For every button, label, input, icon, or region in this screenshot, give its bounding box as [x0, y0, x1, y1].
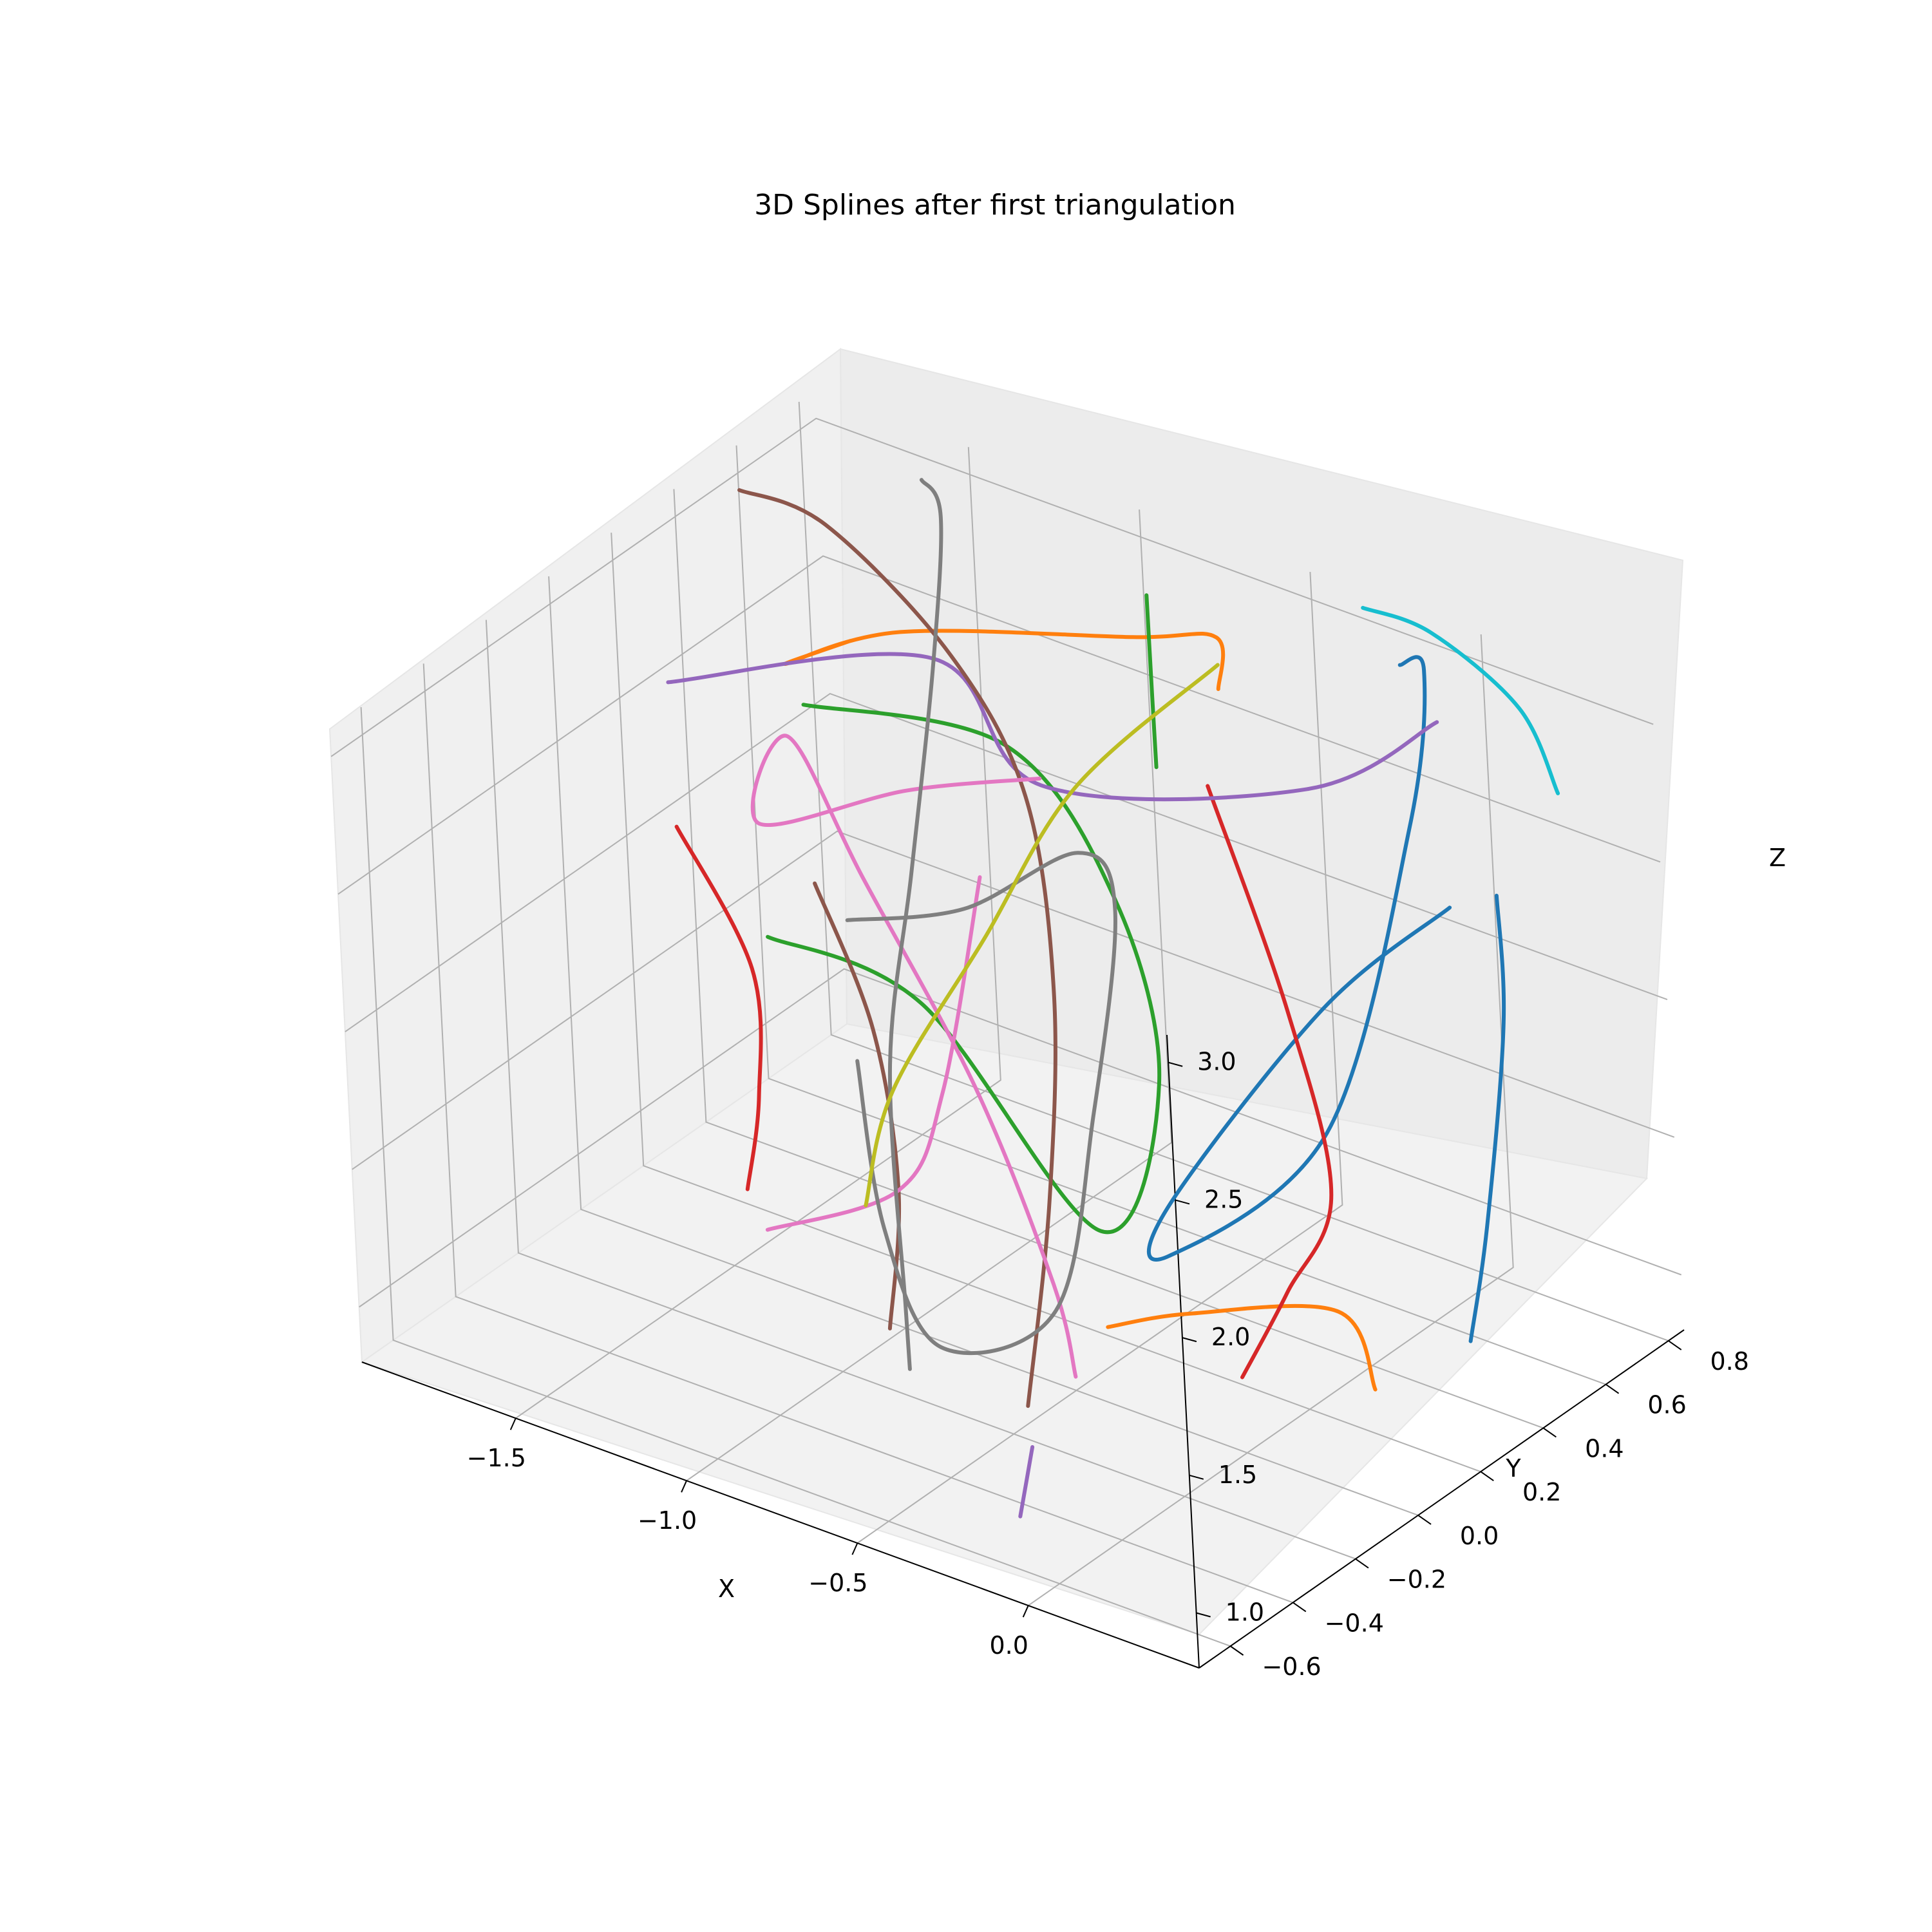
spline-0	[1146, 655, 1452, 1262]
y-tick-mark	[1668, 1340, 1682, 1350]
x-tick-label: 0.0	[989, 1631, 1028, 1660]
grid	[330, 401, 1682, 1647]
z-gridline	[330, 417, 1654, 757]
spline-7	[1206, 784, 1334, 1379]
z-gridline	[359, 968, 1682, 1308]
z-tick-mark	[1196, 1612, 1211, 1618]
y-tick-label: −0.6	[1262, 1653, 1321, 1681]
z-axis-line	[1166, 1034, 1200, 1669]
y-tick-mark	[1293, 1602, 1307, 1613]
z-gridline	[345, 692, 1668, 1032]
y-tick-label: −0.4	[1325, 1609, 1384, 1637]
z-tick-label: 3.0	[1197, 1048, 1236, 1076]
spline-13	[765, 875, 982, 1232]
y-gridline	[548, 576, 1419, 1516]
x-gridline	[515, 447, 1001, 1419]
y-gridline	[735, 445, 1606, 1385]
y-tick-mark	[1480, 1471, 1494, 1481]
y-tick-label: 0.0	[1460, 1522, 1499, 1550]
y-gridline	[798, 401, 1669, 1341]
x-tick-mark	[509, 1417, 516, 1430]
x-tick-mark	[851, 1542, 858, 1555]
y-gridline	[611, 533, 1481, 1473]
chart-title: 3D Splines after first triangulation	[754, 189, 1236, 222]
z-axis-label: Z	[1769, 844, 1786, 872]
y-tick-mark	[1605, 1383, 1620, 1394]
z-tick-mark	[1175, 1199, 1190, 1205]
z-tick-mark	[1168, 1061, 1183, 1067]
y-tick-mark	[1417, 1515, 1432, 1525]
y-tick-label: 0.2	[1522, 1478, 1561, 1506]
x-gridline	[857, 572, 1343, 1544]
x-axis-label: X	[718, 1575, 735, 1603]
x-tick-label: −0.5	[808, 1569, 867, 1597]
y-tick-mark	[1230, 1645, 1244, 1656]
spline-6	[674, 824, 763, 1191]
axes	[361, 1034, 1685, 1669]
y-tick-label: 0.8	[1710, 1347, 1748, 1376]
y-tick-mark	[1542, 1427, 1557, 1438]
z-gridline	[352, 830, 1675, 1170]
spline-9	[1018, 1445, 1035, 1519]
y-tick-label: −0.2	[1387, 1566, 1446, 1594]
y-axis-line	[1198, 1329, 1685, 1669]
spline-14	[887, 478, 943, 1371]
y-tick-label: 0.4	[1585, 1434, 1624, 1463]
y-gridline	[673, 489, 1544, 1429]
y-gridline	[422, 663, 1294, 1604]
y-axis-label: Y	[1505, 1454, 1521, 1482]
spline-4	[1144, 593, 1159, 770]
spline-1	[1468, 893, 1506, 1343]
tick-labels: −1.5 −1.0 −0.5 0.0 −0.6−0.4−0.2 0.0 0.2 0.4 0.6 0…	[467, 1048, 1749, 1681]
x-tick-mark	[681, 1480, 687, 1493]
spline-16	[864, 663, 1220, 1208]
x-tick-label: −1.0	[638, 1506, 697, 1535]
spline-8	[666, 652, 1439, 802]
x-tick-label: −1.5	[467, 1444, 526, 1472]
y-gridline	[360, 707, 1231, 1647]
x-axis-line	[361, 1361, 1200, 1669]
z-tick-label: 1.0	[1226, 1598, 1264, 1627]
y-tick-label: 0.6	[1647, 1391, 1686, 1419]
y-gridline	[485, 620, 1356, 1560]
z-tick-label: 1.5	[1218, 1461, 1257, 1489]
spline-12	[750, 734, 1078, 1379]
spline-3	[1106, 1303, 1378, 1392]
z-tick-label: 2.0	[1211, 1323, 1250, 1351]
x-tick-mark	[1022, 1605, 1029, 1618]
z-tick-mark	[1189, 1474, 1204, 1480]
z-tick-mark	[1182, 1337, 1197, 1343]
spline-17	[1361, 605, 1560, 795]
y-tick-mark	[1355, 1558, 1369, 1569]
spline-10	[737, 488, 1057, 1408]
splines	[666, 478, 1560, 1519]
z-tick-label: 2.5	[1204, 1185, 1243, 1213]
